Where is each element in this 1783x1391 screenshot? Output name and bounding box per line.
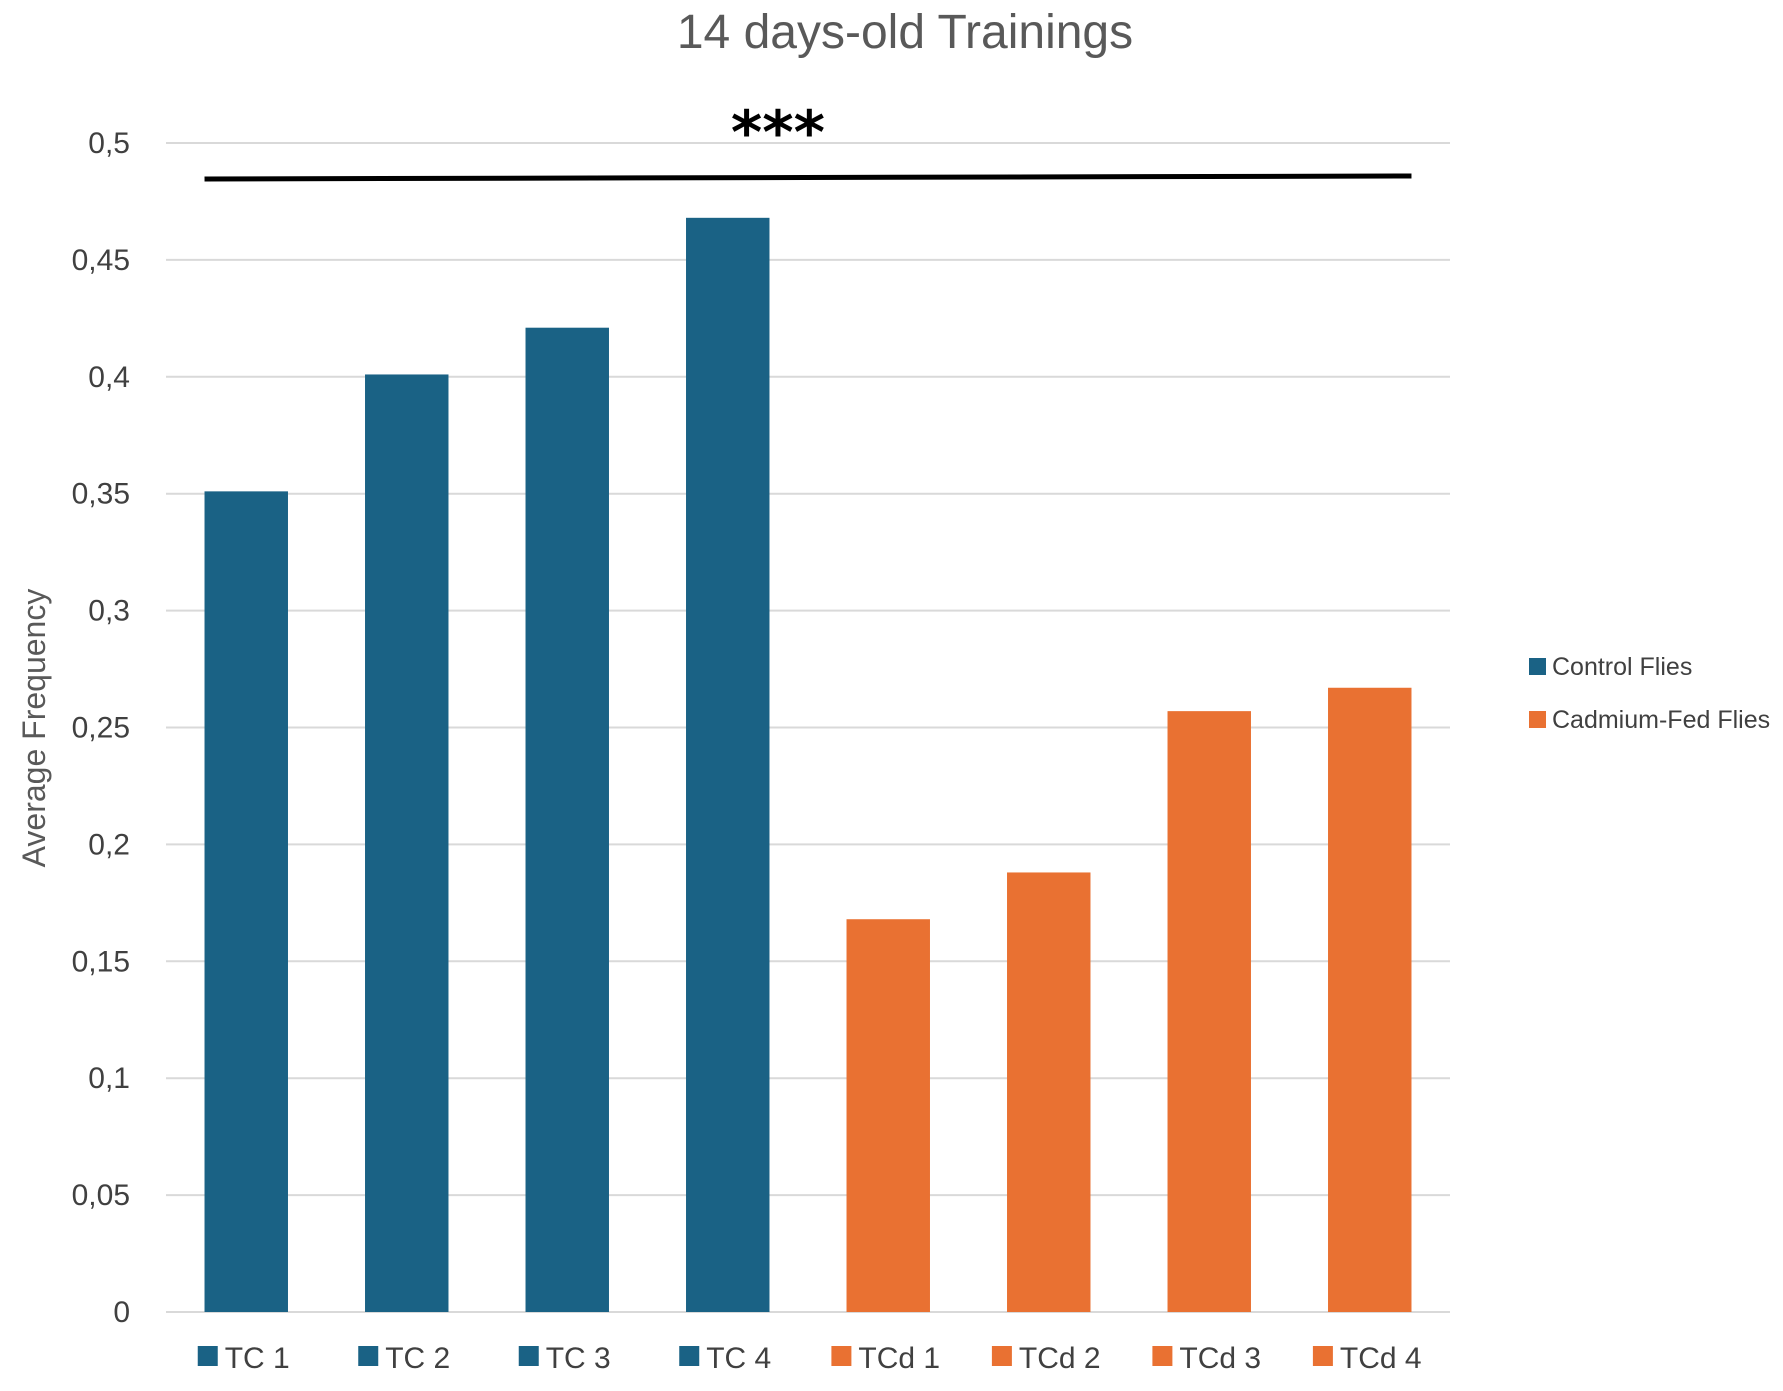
y-tick-label: 0,5 bbox=[88, 127, 130, 160]
gridlines bbox=[166, 142, 1450, 1313]
y-tick-label: 0,05 bbox=[72, 1179, 130, 1212]
x-label-color-marker bbox=[679, 1346, 700, 1366]
y-axis-title: Average Frequency bbox=[16, 589, 52, 868]
y-tick-label: 0 bbox=[113, 1296, 130, 1329]
y-tick-label: 0,35 bbox=[72, 478, 130, 511]
y-axis-ticks: 0 0,05 0,1 0,15 0,2 0,25 0,3 0,35 0,4 0,45 0,5 bbox=[72, 127, 130, 1329]
x-category-label: TCd 2 bbox=[991, 1342, 1101, 1375]
x-category-label: TCd 3 bbox=[1152, 1342, 1261, 1375]
y-tick-label: 0,15 bbox=[72, 945, 130, 978]
x-category-label: TC 3 bbox=[518, 1342, 611, 1375]
x-category-label: TCd 1 bbox=[831, 1342, 940, 1375]
chart-title: 14 days-old Trainings bbox=[677, 6, 1133, 59]
bar-tcd-3 bbox=[1167, 711, 1251, 1312]
legend-item: Control Flies bbox=[1529, 653, 1692, 681]
significance-stars: *** bbox=[731, 98, 825, 168]
bar-tcd-1 bbox=[846, 919, 930, 1312]
y-tick-label: 0,2 bbox=[88, 828, 130, 861]
bar-tc-4 bbox=[686, 217, 770, 1312]
x-tick-label: TCd 2 bbox=[1019, 1342, 1101, 1375]
bar-tc-2 bbox=[365, 374, 449, 1312]
x-tick-label: TCd 4 bbox=[1340, 1342, 1422, 1375]
bar-tcd-2 bbox=[1007, 872, 1091, 1312]
x-axis-category-labels: TC 1 TC 2 TC 3 TC 4 TCd 1 TCd 2 TCd 3 TCd 4 bbox=[197, 1342, 1422, 1375]
bar-tc-3 bbox=[525, 327, 609, 1312]
x-tick-label: TCd 3 bbox=[1179, 1342, 1261, 1375]
x-label-color-marker bbox=[358, 1346, 379, 1366]
bars bbox=[204, 217, 1412, 1312]
x-label-color-marker bbox=[197, 1346, 218, 1366]
legend-item: Cadmium-Fed Flies bbox=[1529, 706, 1770, 734]
bar-tc-1 bbox=[204, 491, 288, 1312]
y-tick-label: 0,45 bbox=[72, 244, 130, 277]
x-tick-label: TC 4 bbox=[706, 1342, 771, 1375]
legend-swatch bbox=[1529, 658, 1546, 675]
legend-swatch bbox=[1529, 711, 1546, 728]
legend-label: Cadmium-Fed Flies bbox=[1552, 706, 1770, 734]
x-tick-label: TC 3 bbox=[546, 1342, 611, 1375]
x-category-label: TC 4 bbox=[679, 1342, 771, 1375]
x-category-label: TC 2 bbox=[358, 1342, 450, 1375]
x-label-color-marker bbox=[1312, 1346, 1333, 1366]
significance-marker: *** bbox=[204, 98, 1412, 182]
legend: Control Flies Cadmium-Fed Flies bbox=[1529, 653, 1770, 734]
x-label-color-marker bbox=[991, 1346, 1012, 1366]
x-tick-label: TCd 1 bbox=[858, 1342, 940, 1375]
x-category-label: TCd 4 bbox=[1312, 1342, 1422, 1375]
y-tick-label: 0,3 bbox=[88, 595, 130, 628]
bar-tcd-4 bbox=[1328, 687, 1412, 1312]
y-tick-label: 0,1 bbox=[88, 1062, 130, 1095]
x-label-color-marker bbox=[831, 1346, 852, 1366]
x-tick-label: TC 2 bbox=[385, 1342, 450, 1375]
x-label-color-marker bbox=[1152, 1346, 1173, 1366]
x-tick-label: TC 1 bbox=[225, 1342, 290, 1375]
x-category-label: TC 1 bbox=[197, 1342, 290, 1375]
significance-bracket-line bbox=[204, 173, 1412, 182]
x-label-color-marker bbox=[518, 1346, 539, 1366]
legend-label: Control Flies bbox=[1552, 653, 1692, 681]
y-tick-label: 0,25 bbox=[72, 712, 130, 745]
y-tick-label: 0,4 bbox=[88, 361, 130, 394]
